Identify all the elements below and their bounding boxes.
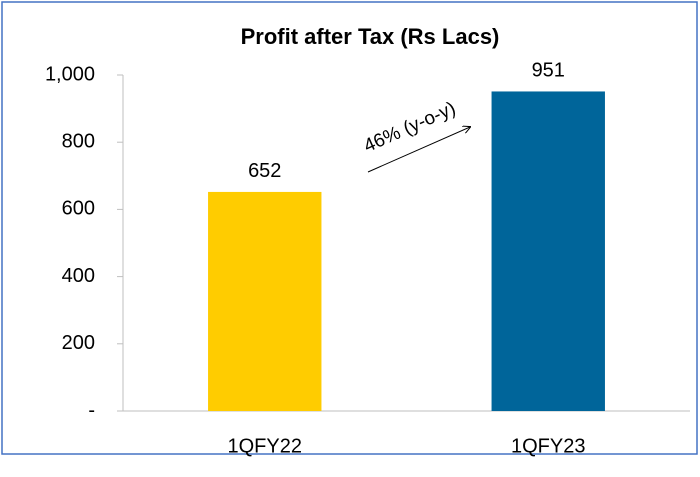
bar xyxy=(491,91,605,412)
chart-title: Profit after Tax (Rs Lacs) xyxy=(241,24,500,49)
y-tick-label: 400 xyxy=(62,265,95,287)
x-tick-label: 1QFY23 xyxy=(511,435,585,457)
y-tick-label: 1,000 xyxy=(45,63,95,85)
value-label: 652 xyxy=(248,160,281,182)
growth-arrow xyxy=(367,127,470,173)
y-tick-label: 600 xyxy=(62,198,95,220)
chart-frame xyxy=(1,1,698,455)
y-tick-label: 800 xyxy=(62,130,95,152)
value-label: 951 xyxy=(532,60,565,82)
x-tick-label: 1QFY22 xyxy=(228,435,302,457)
growth-annotation: 46% (y-o-y) xyxy=(361,98,459,157)
y-tick-label: 200 xyxy=(62,332,95,354)
bar xyxy=(208,191,322,411)
y-tick-label: - xyxy=(88,399,95,421)
